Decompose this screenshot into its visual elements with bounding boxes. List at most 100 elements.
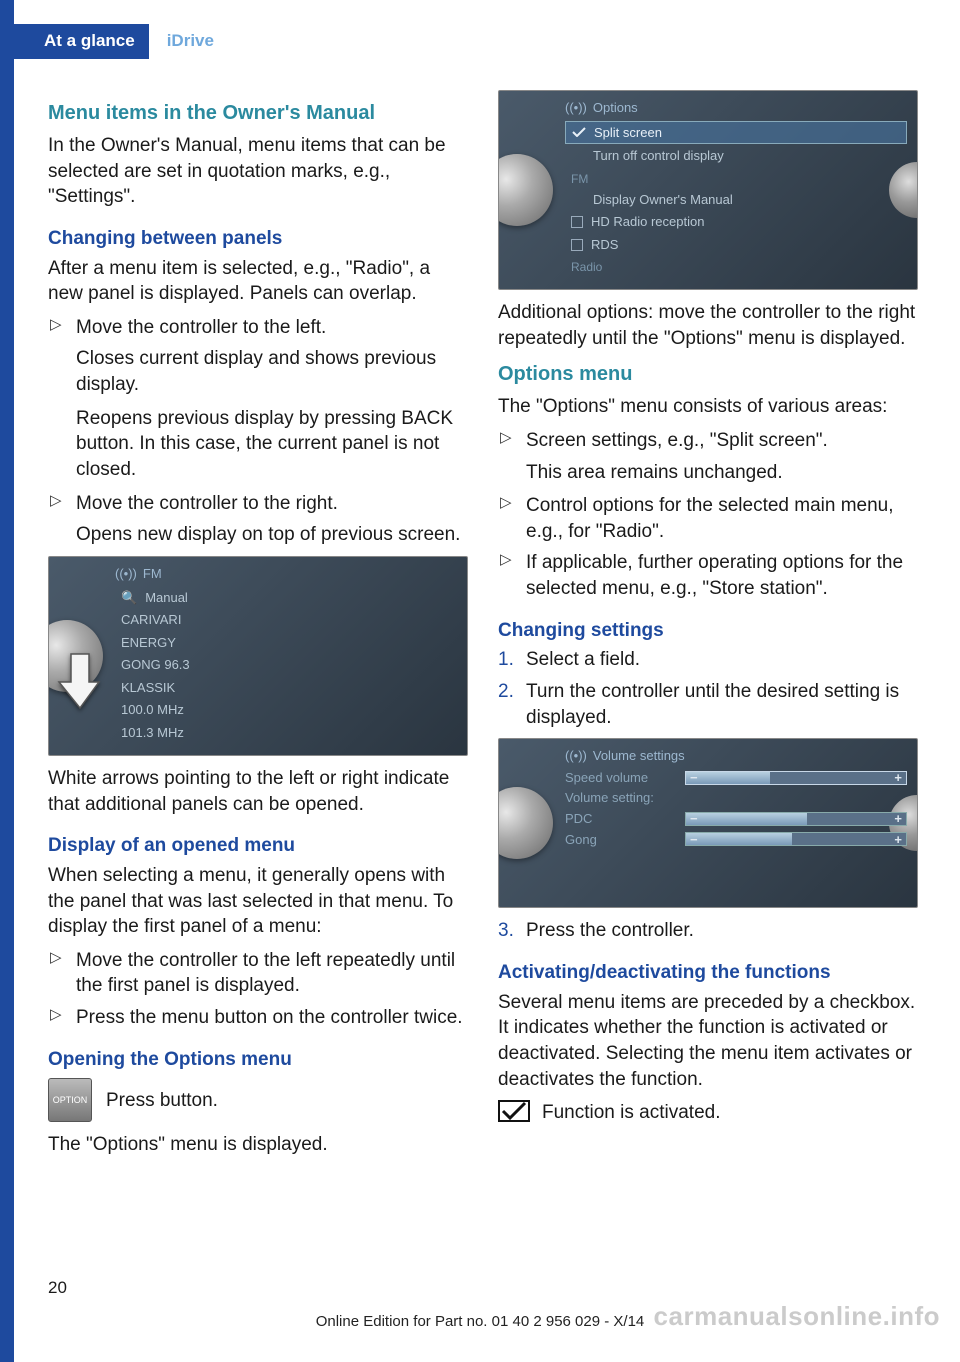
numbered-list-settings: 1. Select a field. 2.Turn the controller …	[498, 647, 918, 730]
idrive-section: Radio	[565, 259, 907, 275]
antenna-icon: ((•))	[115, 565, 137, 583]
list-item: 3.Press the controller.	[498, 918, 918, 944]
options-item-text: HD Radio reception	[591, 213, 704, 231]
list-text: Select a field.	[526, 649, 640, 670]
vol-title-text: Volume settings	[593, 747, 685, 765]
idrive-item: HD Radio reception	[565, 211, 907, 233]
idrive-item: CARIVARI	[115, 609, 457, 631]
para-func-activated: Function is activated.	[542, 1100, 720, 1126]
vol-label: Volume setting:	[565, 789, 675, 807]
vol-bar-speed: − +	[685, 771, 907, 785]
para-closes: Closes current display and shows previou…	[48, 346, 468, 397]
vol-fill	[686, 813, 807, 825]
list-item: 1. Select a field.	[498, 647, 918, 673]
controller-knob-icon	[498, 787, 553, 859]
option-button-row: OPTION Press button.	[48, 1078, 468, 1122]
down-arrow-icon	[57, 652, 103, 710]
idrive-item: 🔍Manual	[115, 587, 457, 609]
idrive-item: RDS	[565, 234, 907, 256]
list-text: Turn the controller until the desired se…	[526, 681, 899, 728]
list-number: 1.	[498, 647, 514, 673]
para-reopens: Reopens previous display by pressing BAC…	[48, 406, 468, 483]
page-number: 20	[48, 1277, 67, 1300]
idrive-item: ENERGY	[115, 632, 457, 654]
heading-activating: Activating/deactivating the functions	[498, 960, 918, 986]
heading-opening-options: Opening the Options menu	[48, 1047, 468, 1073]
list-text: Press the controller.	[526, 920, 694, 941]
vol-label: Speed volume	[565, 769, 675, 787]
header-tab: At a glance	[14, 24, 149, 59]
page-header: At a glance iDrive	[14, 24, 214, 59]
idrive-item: Display Owner's Manual	[565, 189, 907, 211]
options-item-text: Split screen	[594, 124, 662, 142]
fm-item-text: Manual	[145, 589, 188, 607]
controller-knob-icon	[498, 154, 553, 226]
checkbox-checked-icon	[498, 1100, 530, 1122]
vol-label: Gong	[565, 831, 675, 849]
list-item: Screen settings, e.g., "Split screen".	[498, 428, 918, 454]
list-item: If applicable, further operating options…	[498, 550, 918, 601]
option-button-icon: OPTION	[48, 1078, 92, 1122]
vol-row-speed: Speed volume − +	[565, 769, 907, 787]
bullet-list-panels-2: Move the controller to the right.	[48, 491, 468, 517]
idrive-options-body: ((•)) Options Split screen Turn off cont…	[559, 91, 917, 286]
para-changing-panels: After a menu item is selected, e.g., "Ra…	[48, 256, 468, 307]
function-activated-row: Function is activated.	[498, 1100, 918, 1134]
para-options-consists: The "Options" menu consists of various a…	[498, 394, 918, 420]
idrive-item: KLASSIK	[115, 677, 457, 699]
vol-bar-gong: − +	[685, 832, 907, 846]
para-additional: Additional options: move the controller …	[498, 300, 918, 351]
para-display-opened: When selecting a menu, it generally open…	[48, 863, 468, 940]
para-options-displayed: The "Options" menu is displayed.	[48, 1132, 468, 1158]
list-item: Press the menu button on the controller …	[48, 1005, 468, 1031]
para-menu-items: In the Owner's Manual, menu items that c…	[48, 133, 468, 210]
vol-label: PDC	[565, 810, 675, 828]
para-checkbox: Several menu items are preceded by a che…	[498, 990, 918, 1093]
para-opens-new: Opens new display on top of previous scr…	[48, 522, 468, 548]
checkbox-icon	[571, 239, 583, 251]
check-icon	[572, 127, 586, 137]
minus-icon: −	[690, 810, 698, 828]
right-column: ((•)) Options Split screen Turn off cont…	[498, 90, 918, 1272]
idrive-item-highlighted: Split screen	[565, 121, 907, 145]
idrive-fm-screenshot: ((•)) FM 🔍Manual CARIVARI ENERGY GONG 96…	[48, 556, 468, 756]
para-press-button: Press button.	[106, 1088, 218, 1114]
idrive-volume-title: ((•)) Volume settings	[565, 747, 907, 765]
vol-fill	[686, 772, 770, 784]
heading-display-opened: Display of an opened menu	[48, 833, 468, 859]
bullet-list-panels: Move the controller to the left.	[48, 315, 468, 341]
bullet-list-display: Move the controller to the left repeated…	[48, 948, 468, 1031]
checkbox-icon	[571, 216, 583, 228]
vol-row-gong: Gong − +	[565, 831, 907, 849]
header-section: iDrive	[167, 30, 214, 53]
minus-icon: −	[690, 769, 698, 787]
bullet-list-options-2: Control options for the selected main me…	[498, 493, 918, 602]
heading-options-menu: Options menu	[498, 361, 918, 388]
para-white-arrows: White arrows pointing to the left or rig…	[48, 766, 468, 817]
idrive-volume-screenshot: ((•)) Volume settings Speed volume − + V…	[498, 738, 918, 908]
plus-icon: +	[894, 769, 902, 787]
antenna-icon: ((•))	[565, 747, 587, 765]
idrive-item: 101.3 MHz	[115, 722, 457, 744]
plus-icon: +	[894, 810, 902, 828]
left-column: Menu items in the Owner's Manual In the …	[48, 90, 468, 1272]
idrive-options-title: ((•)) Options	[565, 99, 907, 117]
minus-icon: −	[690, 831, 698, 849]
vol-row-setting: Volume setting:	[565, 789, 907, 807]
idrive-item: 100.0 MHz	[115, 699, 457, 721]
list-item: Move the controller to the left repeated…	[48, 948, 468, 999]
left-accent-bar	[0, 0, 14, 1362]
list-item: 2.Turn the controller until the desired …	[498, 679, 918, 730]
idrive-item: GONG 96.3	[115, 654, 457, 676]
idrive-options-screenshot: ((•)) Options Split screen Turn off cont…	[498, 90, 918, 290]
heading-menu-items: Menu items in the Owner's Manual	[48, 100, 468, 127]
heading-changing-settings: Changing settings	[498, 618, 918, 644]
idrive-item: Turn off control display	[565, 145, 907, 167]
list-item: Control options for the selected main me…	[498, 493, 918, 544]
antenna-icon: ((•))	[565, 99, 587, 117]
idrive-volume-body: ((•)) Volume settings Speed volume − + V…	[559, 739, 917, 859]
vol-fill	[686, 833, 792, 845]
list-item: Move the controller to the right.	[48, 491, 468, 517]
vol-bar-pdc: − +	[685, 812, 907, 826]
list-item: Move the controller to the left.	[48, 315, 468, 341]
